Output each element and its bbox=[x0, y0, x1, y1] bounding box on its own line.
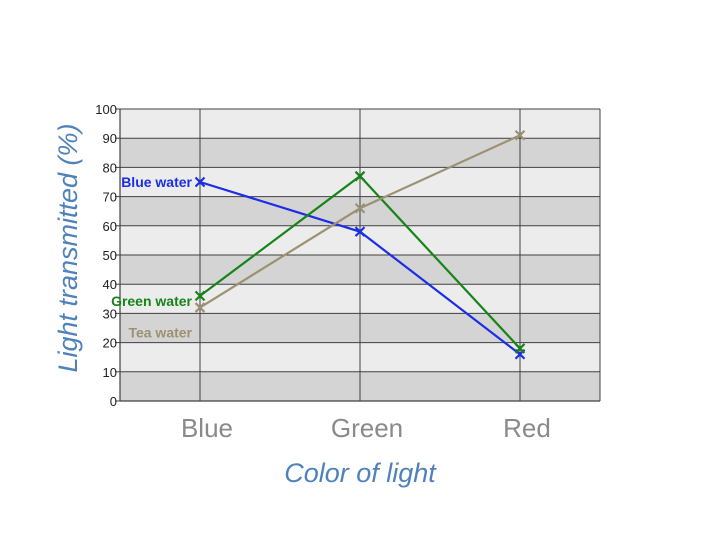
axes bbox=[115, 108, 600, 402]
data-point-marker bbox=[514, 343, 526, 354]
series-lines bbox=[194, 130, 526, 360]
x-category-label: Green bbox=[331, 413, 403, 443]
data-point-marker bbox=[354, 170, 366, 182]
y-tick-label: 60 bbox=[103, 219, 117, 234]
y-tick-labels: 0 10 20 30 40 50 60 70 80 90 100 bbox=[95, 102, 117, 409]
y-tick-label: 0 bbox=[110, 394, 117, 409]
y-tick-label: 90 bbox=[103, 131, 117, 146]
y-tick-label: 80 bbox=[103, 160, 117, 175]
series-label: Blue water bbox=[121, 174, 192, 190]
data-point-marker bbox=[194, 176, 206, 188]
data-point-marker bbox=[194, 290, 206, 302]
data-point-marker bbox=[354, 203, 366, 214]
y-tick-label: 50 bbox=[103, 248, 117, 263]
data-point-marker bbox=[194, 302, 206, 313]
y-tick-label: 10 bbox=[103, 365, 117, 380]
series-label: Tea water bbox=[128, 325, 192, 341]
x-axis-title: Color of light bbox=[284, 458, 437, 488]
y-tick-label: 40 bbox=[103, 277, 117, 292]
y-tick-label: 70 bbox=[103, 190, 117, 205]
y-tick-label: 30 bbox=[103, 306, 117, 321]
series-labels: Blue water Green water Tea water bbox=[111, 174, 192, 341]
x-category-label: Blue bbox=[181, 413, 233, 443]
series-label: Green water bbox=[111, 293, 192, 309]
y-tick-label: 20 bbox=[103, 336, 117, 351]
series-tea-water bbox=[194, 130, 526, 313]
data-point-marker bbox=[514, 130, 526, 141]
x-category-label: Red bbox=[503, 413, 551, 443]
data-point-marker bbox=[354, 226, 366, 237]
y-tick-label: 100 bbox=[95, 102, 117, 117]
y-axis-title: Light transmitted (%) bbox=[53, 123, 83, 372]
x-category-labels: Blue Green Red bbox=[181, 413, 551, 443]
series-green-water bbox=[194, 170, 526, 354]
